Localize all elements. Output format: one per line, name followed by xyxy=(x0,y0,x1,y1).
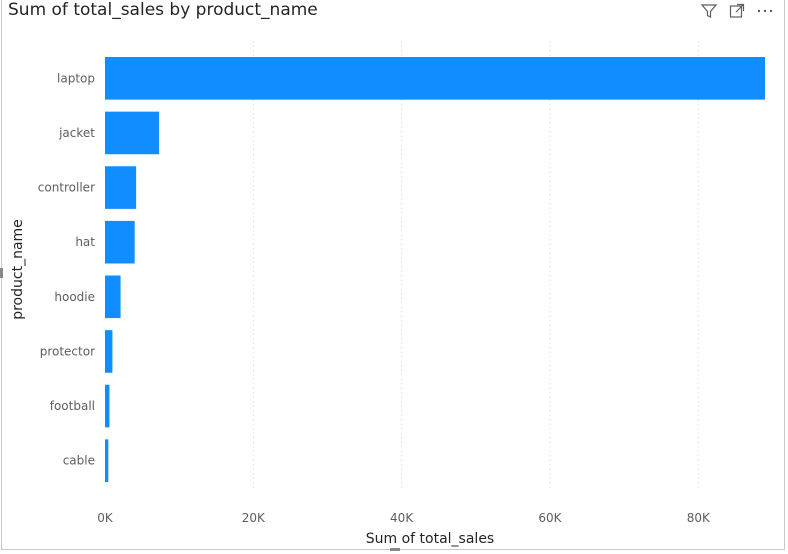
category-label-laptop: laptop xyxy=(57,71,95,85)
y-axis-title: product_name xyxy=(10,219,26,320)
filter-icon[interactable] xyxy=(700,2,718,20)
bar-hoodie[interactable] xyxy=(105,275,121,319)
visual-header-icons xyxy=(700,2,774,20)
category-labels: laptop jacket controller hat hoodie protector… xyxy=(38,71,96,467)
chart-title: Sum of total_sales by product_name xyxy=(8,0,318,20)
category-label-protector: protector xyxy=(40,344,95,358)
category-label-hoodie: hoodie xyxy=(54,290,95,304)
resize-handle-bottom[interactable] xyxy=(390,548,400,551)
category-label-hat: hat xyxy=(75,235,95,249)
gridlines xyxy=(252,41,699,488)
bar-protector[interactable] xyxy=(105,330,113,373)
focus-mode-icon[interactable] xyxy=(728,2,746,20)
category-label-controller: controller xyxy=(38,181,95,195)
x-tick-labels: 0K 20K 40K 60K 80K xyxy=(97,511,711,525)
bar-laptop[interactable] xyxy=(105,57,765,100)
x-tick-label: 80K xyxy=(687,511,711,525)
bar-cable[interactable] xyxy=(105,439,109,482)
bar-jacket[interactable] xyxy=(105,111,160,155)
category-label-cable: cable xyxy=(63,454,95,468)
x-tick-label: 0K xyxy=(97,511,114,525)
x-axis-title: Sum of total_sales xyxy=(366,531,494,547)
x-tick-label: 40K xyxy=(390,511,414,525)
category-label-football: football xyxy=(50,399,95,413)
more-options-icon[interactable] xyxy=(756,2,774,20)
x-tick-label: 20K xyxy=(242,511,266,525)
bar-controller[interactable] xyxy=(105,166,137,209)
bars xyxy=(105,57,765,482)
x-tick-label: 60K xyxy=(538,511,562,525)
category-label-jacket: jacket xyxy=(58,126,95,140)
resize-handle-left[interactable] xyxy=(0,268,3,278)
bar-football[interactable] xyxy=(105,384,110,428)
bar-hat[interactable] xyxy=(105,220,135,264)
